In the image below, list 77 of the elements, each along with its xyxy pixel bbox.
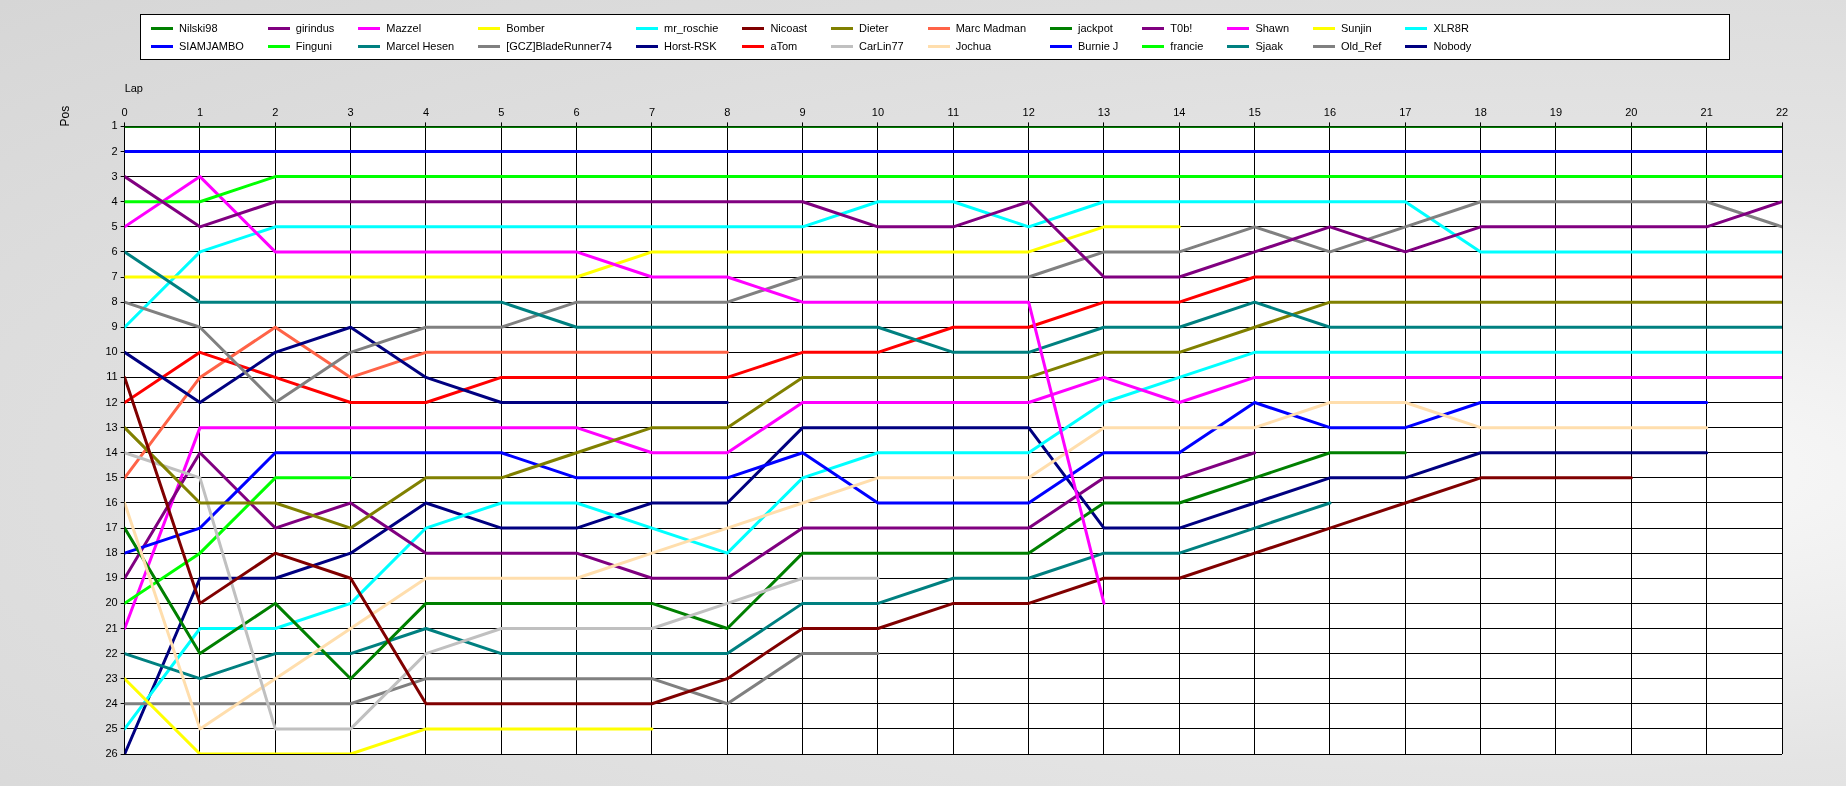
y-tick-label: 13 <box>105 420 118 433</box>
x-tick-label: 20 <box>1625 105 1638 118</box>
legend-label: mr_roschie <box>663 22 719 34</box>
y-tick-label: 8 <box>111 295 118 308</box>
x-tick-label: 1 <box>196 105 204 118</box>
x-tick-label: 11 <box>947 105 960 118</box>
legend-label: Finguni <box>295 40 332 52</box>
y-tick-label: 26 <box>105 747 118 760</box>
y-tick-label: 9 <box>111 320 118 333</box>
x-tick-label: 12 <box>1022 105 1035 118</box>
x-tick-label: 9 <box>799 105 806 118</box>
x-tick-label: 5 <box>498 105 505 118</box>
legend-label: Burnie J <box>1078 40 1119 52</box>
x-axis-title: Lap <box>124 81 143 94</box>
y-tick-label: 24 <box>105 696 118 709</box>
y-tick-label: 14 <box>105 445 118 458</box>
legend-label: CarLin77 <box>859 40 904 52</box>
legend-label: T0b! <box>1170 22 1193 34</box>
x-tick-label: 2 <box>272 105 279 118</box>
legend-label: Mazzel <box>386 22 422 34</box>
legend-label: girindus <box>295 22 335 34</box>
legend-label: Horst-RSK <box>663 40 717 52</box>
y-tick-label: 2 <box>111 144 118 157</box>
x-tick-label: 19 <box>1549 105 1563 118</box>
y-tick-label: 12 <box>105 395 118 408</box>
y-axis-title: Pos <box>57 105 72 127</box>
legend-label: Marc Madman <box>955 22 1026 34</box>
y-tick-label: 6 <box>111 244 118 257</box>
y-tick-label: 15 <box>105 470 118 483</box>
y-tick-label: 11 <box>106 370 118 383</box>
y-tick-label: 20 <box>105 596 118 609</box>
y-tick-label: 5 <box>111 219 118 232</box>
legend-label: Jochua <box>955 40 992 52</box>
x-tick-label: 17 <box>1399 105 1412 118</box>
legend-label: Bomber <box>506 22 545 34</box>
legend-label: [GCZ]BladeRunner74 <box>506 40 612 52</box>
x-tick-label: 14 <box>1173 105 1186 118</box>
x-tick-label: 13 <box>1097 105 1111 118</box>
x-tick-label: 0 <box>121 105 128 118</box>
y-tick-label: 7 <box>111 270 118 283</box>
x-tick-label: 7 <box>648 105 656 118</box>
y-tick-label: 23 <box>105 671 118 684</box>
legend-label: Marcel Hesen <box>386 40 455 52</box>
y-tick-label: 19 <box>105 571 118 584</box>
x-tick-label: 4 <box>422 105 430 118</box>
x-tick-label: 6 <box>573 105 580 118</box>
legend-label: SIAMJAMBO <box>179 40 244 52</box>
y-tick-label: 4 <box>111 194 118 207</box>
y-tick-label: 22 <box>105 646 118 659</box>
x-tick-label: 8 <box>724 105 731 118</box>
legend-label: XLR8R <box>1433 22 1469 34</box>
x-tick-label: 16 <box>1323 105 1337 118</box>
y-tick-label: 17 <box>105 521 118 534</box>
legend-label: jackpot <box>1078 22 1113 34</box>
legend-label: Nobody <box>1433 40 1472 52</box>
legend-label: francie <box>1170 40 1204 52</box>
y-tick-label: 18 <box>105 546 118 559</box>
x-tick-label: 3 <box>347 105 354 118</box>
legend-label: Nilski98 <box>179 22 218 34</box>
y-tick-label: 16 <box>105 495 118 508</box>
legend-label: aTom <box>770 40 798 52</box>
y-tick-label: 3 <box>111 169 118 182</box>
legend-label: Sunjin <box>1341 22 1372 34</box>
y-tick-label: 1 <box>111 119 118 132</box>
legend-label: Old_Ref <box>1341 40 1382 52</box>
y-tick-label: 25 <box>105 721 118 734</box>
x-tick-label: 18 <box>1474 105 1487 118</box>
legend-label: Nicoast <box>770 22 808 34</box>
y-tick-label: 21 <box>105 621 118 634</box>
legend-label: Shawn <box>1255 22 1290 34</box>
y-tick-label: 10 <box>105 345 118 358</box>
legend-label: Sjaak <box>1255 40 1283 52</box>
x-tick-label: 21 <box>1700 105 1713 118</box>
x-tick-label: 22 <box>1775 105 1789 118</box>
x-tick-label: 10 <box>871 105 885 118</box>
legend-label: Dieter <box>859 22 889 34</box>
x-tick-label: 15 <box>1248 105 1261 118</box>
